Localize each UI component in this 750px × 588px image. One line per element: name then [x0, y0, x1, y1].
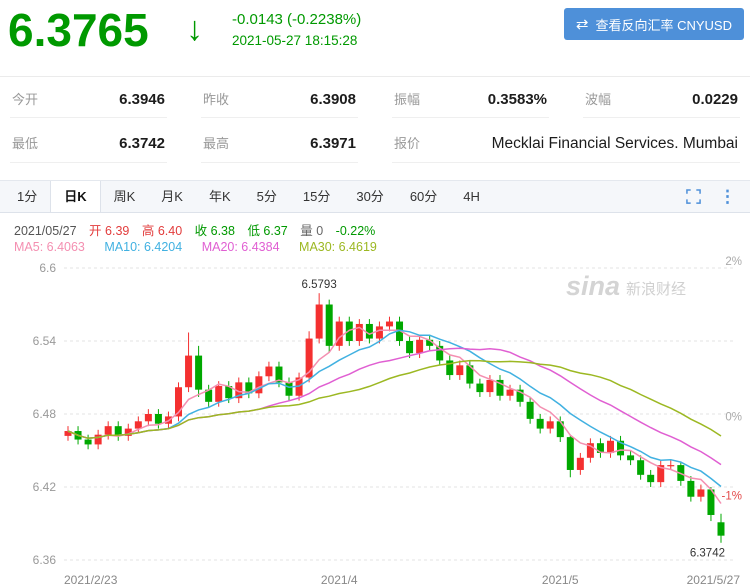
- kebab-menu-icon[interactable]: ⋮: [719, 186, 736, 206]
- svg-text:6.54: 6.54: [33, 334, 57, 348]
- ohlc-info-line: 2021/05/27 开 6.39 高 6.40 收 6.38 低 6.37 量…: [14, 220, 384, 239]
- ma-legend: MA5: 6.4063 MA10: 6.4204 MA20: 6.4384 MA…: [14, 240, 393, 254]
- svg-text:6.42: 6.42: [33, 480, 57, 494]
- low-value: 低 6.37: [247, 224, 288, 238]
- stat-value: 6.3971: [310, 135, 356, 152]
- sina-watermark: sina 新浪财经: [566, 271, 686, 301]
- stat-value: 0.0229: [692, 91, 738, 108]
- tab-15min[interactable]: 15分: [302, 189, 331, 204]
- stat-value: 0.3583%: [487, 91, 547, 108]
- svg-text:2021/2/23: 2021/2/23: [64, 573, 118, 587]
- svg-text:-1%: -1%: [722, 490, 742, 502]
- tab-yearly-k[interactable]: 年K: [208, 189, 231, 204]
- tab-weekly-k[interactable]: 周K: [113, 189, 136, 204]
- current-price: 6.3765: [8, 4, 149, 56]
- svg-text:2021/5/27: 2021/5/27: [687, 573, 741, 587]
- stat-amplitude: 振幅 0.3583%: [392, 86, 549, 118]
- ma-lines: [67, 326, 722, 504]
- svg-text:6.48: 6.48: [33, 407, 57, 421]
- stat-label: 昨收: [203, 92, 230, 107]
- ma20-legend: MA20: 6.4384: [201, 240, 280, 254]
- svg-text:2021/4: 2021/4: [321, 573, 358, 587]
- svg-text:6.36: 6.36: [33, 553, 57, 567]
- tab-monthly-k[interactable]: 月K: [161, 189, 183, 204]
- fullscreen-icon[interactable]: [686, 189, 701, 204]
- tab-60min[interactable]: 60分: [409, 189, 438, 204]
- svg-text:sina: sina: [566, 271, 620, 301]
- svg-text:2%: 2%: [725, 256, 742, 268]
- chart-toolbar-icons: ⋮: [686, 181, 750, 212]
- stat-high: 最高 6.3971: [201, 130, 358, 163]
- high-value: 高 6.40: [141, 224, 183, 238]
- tab-4h[interactable]: 4H: [463, 189, 480, 204]
- stat-quote-source: 报价 Mecklai Financial Services. Mumbai: [392, 130, 740, 163]
- stat-label: 今开: [12, 92, 39, 107]
- price-annotations: 6.5793 6.3742: [302, 279, 725, 560]
- grid-lines: 6.6 6.54 6.48 6.42 6.36 2% 0% -1% 2021/2/23 2021/…: [33, 256, 742, 587]
- ma30-legend: MA30: 6.4619: [299, 240, 377, 254]
- stat-label: 波幅: [585, 92, 612, 107]
- header-divider: [0, 76, 750, 77]
- svg-text:6.6: 6.6: [39, 261, 56, 275]
- ma5-legend: MA5: 6.4063: [14, 240, 85, 254]
- close-value: 收 6.38: [194, 224, 235, 238]
- price-change: -0.0143 (-0.2238%): [232, 11, 362, 28]
- low-price-label: 6.3742: [690, 548, 725, 560]
- stat-label: 最高: [203, 136, 230, 151]
- stat-value: 6.3742: [119, 135, 165, 152]
- stat-value: Mecklai Financial Services. Mumbai: [491, 135, 738, 152]
- tab-daily-k[interactable]: 日K: [50, 181, 101, 212]
- swap-arrows-icon: ⇄: [575, 16, 589, 33]
- stat-value: 6.3908: [310, 91, 356, 108]
- stat-today-open: 今开 6.3946: [10, 86, 167, 118]
- chart-date: 2021/05/27: [14, 224, 77, 238]
- open-value: 开 6.39: [89, 224, 130, 238]
- tab-30min[interactable]: 30分: [356, 189, 384, 204]
- tab-5min[interactable]: 5分: [256, 189, 277, 204]
- stat-label: 最低: [12, 136, 39, 151]
- svg-text:2021/5: 2021/5: [542, 573, 579, 587]
- stat-prev-close: 昨收 6.3908: [201, 86, 358, 118]
- reverse-rate-button[interactable]: ⇄ 查看反向汇率 CNYUSD: [563, 8, 744, 40]
- stat-label: 报价: [394, 136, 421, 151]
- ma10-legend: MA10: 6.4204: [104, 240, 183, 254]
- svg-text:0%: 0%: [725, 411, 742, 423]
- stat-value: 6.3946: [119, 91, 165, 108]
- candlestick-chart[interactable]: 6.6 6.54 6.48 6.42 6.36 2% 0% -1% 2021/2/23 2021/…: [0, 254, 750, 588]
- stat-low: 最低 6.3742: [10, 130, 167, 163]
- change-percent-value: -0.22%: [335, 224, 376, 238]
- svg-text:新浪财经: 新浪财经: [626, 281, 686, 298]
- tab-1min[interactable]: 1分: [17, 189, 38, 204]
- volume-value: 量 0: [300, 224, 324, 238]
- quote-stats-table: 今开 6.3946 昨收 6.3908 振幅 0.3583% 波幅 0.0229…: [10, 86, 740, 163]
- stat-range: 波幅 0.0229: [583, 86, 740, 118]
- high-price-label: 6.5793: [302, 279, 337, 291]
- interval-tabbar: 1分 日K 周K 月K 年K 5分 15分 30分 60分 4H ⋮: [0, 180, 750, 213]
- quote-timestamp: 2021-05-27 18:15:28: [232, 33, 358, 48]
- price-down-arrow-icon: ↓: [186, 10, 203, 48]
- reverse-rate-label: 查看反向汇率 CNYUSD: [595, 17, 732, 33]
- stat-label: 振幅: [394, 92, 421, 107]
